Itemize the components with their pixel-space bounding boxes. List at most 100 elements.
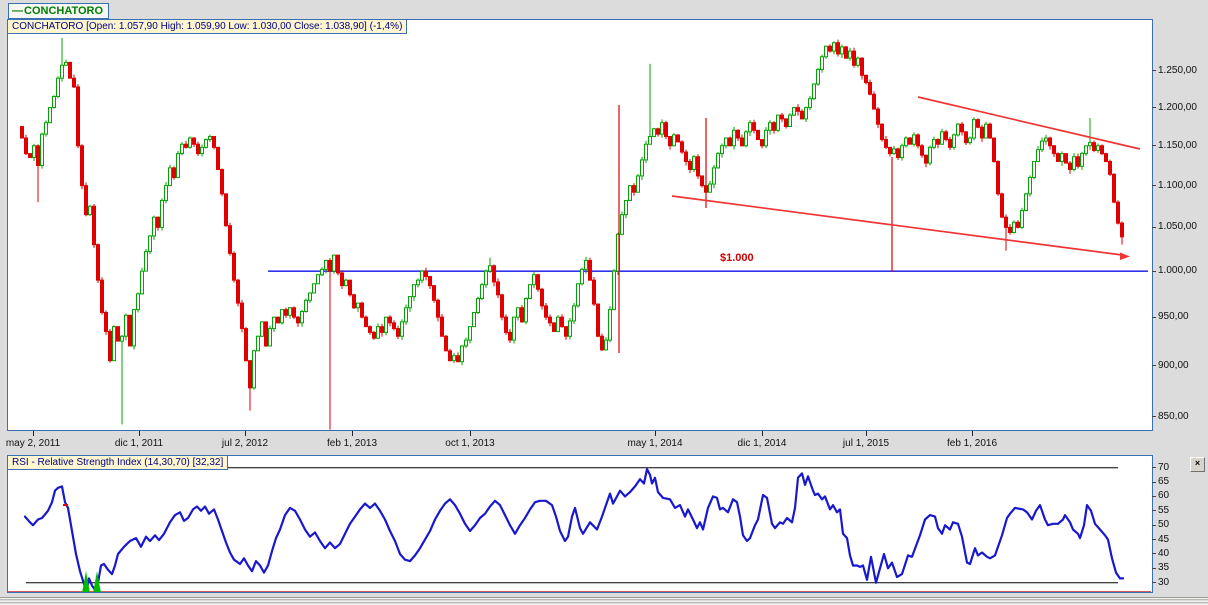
date-axis-tick xyxy=(972,431,973,436)
candle xyxy=(1004,214,1008,251)
price-axis-tick xyxy=(1152,185,1156,187)
candle xyxy=(240,299,244,333)
date-axis-label: dic 1, 2011 xyxy=(114,438,164,449)
candle xyxy=(1068,160,1072,174)
candle xyxy=(856,56,860,68)
candle xyxy=(728,136,732,147)
candle xyxy=(624,199,628,219)
price-axis-label: 900,00 xyxy=(1158,359,1189,371)
candle xyxy=(700,175,704,188)
candle xyxy=(460,345,464,366)
candle xyxy=(208,134,212,142)
rsi-axis-tick xyxy=(1152,567,1156,569)
candle xyxy=(1048,136,1052,150)
trendline[interactable] xyxy=(671,195,1123,256)
rsi-axis-tick xyxy=(1152,510,1156,512)
candle xyxy=(1080,151,1084,170)
candle xyxy=(216,146,220,170)
candle xyxy=(916,133,920,149)
candle xyxy=(1088,118,1092,150)
candle xyxy=(380,323,384,337)
candle xyxy=(744,130,748,148)
candle xyxy=(656,127,660,137)
price-axis-label: 950,00 xyxy=(1158,311,1189,323)
candle xyxy=(212,135,216,150)
candle xyxy=(328,257,332,430)
candle xyxy=(1092,140,1096,153)
candle xyxy=(760,139,764,149)
candle xyxy=(132,309,136,350)
rsi-axis-tick xyxy=(1152,481,1156,483)
candle xyxy=(304,298,308,313)
candle xyxy=(600,333,604,351)
candle xyxy=(200,144,204,157)
candle xyxy=(536,273,540,292)
candle xyxy=(748,120,752,136)
candle xyxy=(448,348,452,362)
candle xyxy=(336,254,340,276)
price-axis-label: 850,00 xyxy=(1158,410,1189,422)
rsi-axis-label: 55 xyxy=(1158,504,1170,516)
date-axis-label: may 1, 2014 xyxy=(627,438,683,449)
rsi-axis-label: 35 xyxy=(1158,562,1170,574)
price-axis-label: 1.100,00 xyxy=(1158,179,1197,191)
date-axis-tick xyxy=(470,431,471,436)
candle xyxy=(20,125,24,139)
candle xyxy=(812,83,816,100)
candle xyxy=(480,283,484,301)
candle xyxy=(552,322,556,332)
candle xyxy=(32,143,36,162)
rsi-chart-svg[interactable] xyxy=(8,456,1152,592)
candle xyxy=(884,136,888,150)
bottom-splitter[interactable] xyxy=(0,597,1208,605)
candle xyxy=(584,256,588,274)
rsi-line[interactable] xyxy=(23,468,1125,592)
candle xyxy=(988,122,992,139)
trendline[interactable] xyxy=(917,96,1141,150)
candle xyxy=(352,293,356,310)
candle xyxy=(84,182,88,217)
candle xyxy=(176,150,180,179)
date-axis-tick xyxy=(352,431,353,436)
candle xyxy=(580,267,584,286)
candle xyxy=(608,306,612,343)
main-chart-svg[interactable] xyxy=(8,20,1152,430)
candle xyxy=(992,137,996,163)
candle xyxy=(876,106,880,129)
candle xyxy=(896,147,900,160)
candle xyxy=(904,136,908,148)
candle xyxy=(680,140,684,154)
candle xyxy=(548,314,552,327)
candle xyxy=(60,37,64,82)
candle xyxy=(592,277,596,306)
candle xyxy=(796,104,800,116)
candle xyxy=(100,277,104,315)
price-axis-label: 1.000,00 xyxy=(1158,265,1197,277)
candle xyxy=(492,264,496,287)
candle xyxy=(956,122,960,137)
candle xyxy=(1108,159,1112,177)
date-axis-label: feb 1, 2013 xyxy=(326,438,378,449)
candle xyxy=(404,304,408,325)
close-icon[interactable]: × xyxy=(1190,457,1205,472)
candle xyxy=(1112,173,1116,204)
candle xyxy=(808,95,812,111)
chart-tab-conchatoro[interactable]: —CONCHATORO xyxy=(8,3,110,19)
candle xyxy=(408,296,412,312)
candle xyxy=(436,298,440,322)
candle xyxy=(128,314,132,347)
candle xyxy=(168,164,172,187)
price-axis-tick xyxy=(1152,145,1156,147)
candle xyxy=(88,204,92,217)
candle xyxy=(188,136,192,149)
candle xyxy=(1032,161,1036,180)
date-axis-label: may 2, 2011 xyxy=(5,438,61,449)
candle xyxy=(784,118,788,129)
candle xyxy=(260,321,264,338)
candle xyxy=(764,127,768,149)
candle xyxy=(440,313,444,337)
candle xyxy=(860,57,864,80)
candle xyxy=(428,276,432,290)
rsi-axis-label: 70 xyxy=(1158,461,1170,473)
candle xyxy=(1012,220,1016,234)
